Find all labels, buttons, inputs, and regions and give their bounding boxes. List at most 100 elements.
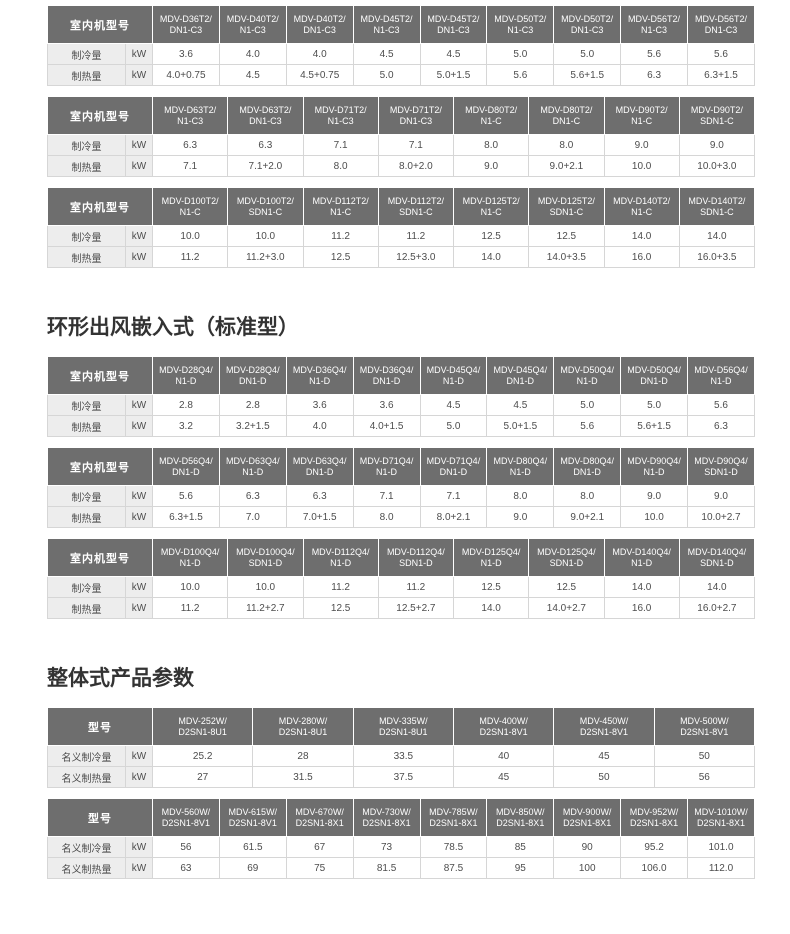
- model-name-line2: DN1-C3: [437, 24, 470, 35]
- model-name-line2: N1-D: [480, 557, 502, 568]
- row-label: 制热量: [47, 506, 126, 528]
- value-cell: 5.0: [553, 394, 622, 416]
- value-cell: 8.0: [486, 485, 555, 507]
- value-cell: 3.6: [152, 43, 220, 65]
- model-name-line1: MDV-900W/: [562, 806, 612, 817]
- value-cell: 9.0: [452, 155, 530, 177]
- value-cell: 87.5: [419, 857, 488, 879]
- value-cell: 9.0: [678, 134, 756, 156]
- model-name-line2: N1-D: [509, 466, 531, 477]
- table-row: 名义制冷量 kW 56 61.5 67 73 78.5 85 90 95.2 101.0: [47, 836, 755, 858]
- model-name-line2: SDN1-D: [248, 557, 283, 568]
- row-label: 制冷量: [47, 576, 126, 598]
- value-cell: 7.1: [151, 155, 229, 177]
- value-cell: 31.5: [252, 766, 354, 788]
- value-cell: 63: [152, 857, 220, 879]
- model-name-line1: MDV-D45Q4/: [493, 364, 548, 375]
- value-cell: 10.0: [227, 225, 304, 247]
- value-cell: 11.2: [377, 576, 455, 598]
- row-label: 制冷量: [47, 225, 126, 247]
- unit-cell: kW: [125, 857, 153, 879]
- unit-cell: kW: [125, 576, 153, 598]
- model-header: MDV-D80Q4/N1-D: [486, 447, 555, 486]
- model-header: MDV-D90T2/SDN1-C: [678, 96, 756, 135]
- value-cell: 5.0: [419, 415, 488, 437]
- unit-cell: kW: [125, 415, 153, 437]
- model-name-line1: MDV-D80Q4/: [493, 455, 548, 466]
- model-name-line2: DN1-C: [552, 115, 581, 126]
- model-name-line1: MDV-D36T2/: [159, 13, 212, 24]
- model-header: MDV-D71T2/DN1-C3: [377, 96, 455, 135]
- model-header: MDV-850W/D2SN1-8X1: [486, 798, 555, 837]
- model-name-line1: MDV-D40T2/: [293, 13, 346, 24]
- model-header: MDV-D112Q4/N1-D: [302, 538, 379, 577]
- unit-cell: kW: [125, 394, 153, 416]
- value-cell: 67: [285, 836, 354, 858]
- model-header: MDV-D28Q4/N1-D: [152, 356, 220, 395]
- table-row: 制热量 kW 7.1 7.1+2.0 8.0 8.0+2.0 9.0 9.0+2.1 10.0 1…: [47, 155, 756, 177]
- model-header: MDV-D56T2/DN1-C3: [687, 5, 755, 44]
- model-header: MDV-D125T2/N1-C: [452, 187, 530, 226]
- table-row: 制冷量 kW 5.6 6.3 6.3 7.1 7.1 8.0 8.0 9.0 9.0: [47, 485, 755, 507]
- model-name-line1: MDV-D71Q4/: [426, 455, 481, 466]
- value-cell: 16.0+3.5: [678, 246, 756, 268]
- value-cell: 37.5: [352, 766, 454, 788]
- table-header: 室内机型号 MDV-D36T2/DN1-C3 MDV-D40T2/N1-C3 MDV-…: [47, 5, 755, 44]
- model-header: MDV-670W/D2SN1-8X1: [285, 798, 354, 837]
- value-cell: 12.5: [528, 576, 605, 598]
- value-cell: 11.2+3.0: [227, 246, 304, 268]
- value-cell: 95.2: [620, 836, 688, 858]
- model-name-line1: MDV-952W/: [629, 806, 679, 817]
- value-cell: 14.0: [452, 597, 530, 619]
- table-row: 制冷量 kW 3.6 4.0 4.0 4.5 4.5 5.0 5.0 5.6 5.6: [47, 43, 755, 65]
- value-cell: 14.0: [452, 246, 530, 268]
- unit-cell: kW: [125, 506, 153, 528]
- value-cell: 11.2: [302, 225, 379, 247]
- model-name-line1: MDV-D45Q4/: [426, 364, 481, 375]
- value-cell: 12.5+3.0: [377, 246, 455, 268]
- model-header: MDV-D28Q4/DN1-D: [218, 356, 287, 395]
- value-cell: 8.0: [452, 134, 530, 156]
- model-name-line2: D2SN1-8X1: [496, 817, 545, 828]
- value-cell: 8.0+2.0: [377, 155, 455, 177]
- model-name-line1: MDV-500W/: [680, 715, 729, 726]
- value-cell: 11.2: [151, 597, 229, 619]
- model-name-line2: D2SN1-8V1: [161, 817, 210, 828]
- value-cell: 12.5: [302, 597, 379, 619]
- model-name-line1: MDV-560W/: [161, 806, 211, 817]
- value-cell: 10.0: [151, 576, 229, 598]
- value-cell: 85: [486, 836, 555, 858]
- model-name-line2: D2SN1-8X1: [362, 817, 411, 828]
- value-cell: 8.0: [302, 155, 379, 177]
- model-header: MDV-D71Q4/DN1-D: [419, 447, 488, 486]
- model-name-line2: DN1-D: [305, 466, 334, 477]
- model-header: MDV-D56T2/N1-C3: [620, 5, 688, 44]
- spec-table: 室内机型号 MDV-D36T2/DN1-C3 MDV-D40T2/N1-C3 MDV-…: [47, 5, 755, 86]
- model-column-title: 型号: [47, 707, 153, 746]
- model-header: MDV-D140T2/N1-C: [603, 187, 680, 226]
- header-row: 室内机型号 MDV-D28Q4/N1-D MDV-D28Q4/DN1-D MDV-D3…: [47, 356, 755, 395]
- model-header: MDV-D45T2/N1-C3: [352, 5, 421, 44]
- value-cell: 14.0+2.7: [528, 597, 605, 619]
- model-header: MDV-D63Q4/N1-D: [218, 447, 287, 486]
- model-name-line1: MDV-D125Q4/: [461, 546, 521, 557]
- model-name-line1: MDV-252W/: [178, 715, 227, 726]
- model-name-line1: MDV-D63Q4/: [292, 455, 347, 466]
- model-name-line1: MDV-1010W/: [694, 806, 748, 817]
- value-cell: 5.6: [620, 43, 688, 65]
- header-row: 型号 MDV-560W/D2SN1-8V1 MDV-615W/D2SN1-8V1 MD…: [47, 798, 755, 837]
- unit-cell: kW: [125, 64, 153, 86]
- value-cell: 50: [553, 766, 655, 788]
- model-name-line2: DN1-D: [439, 466, 468, 477]
- model-name-line1: MDV-D140Q4/: [612, 546, 671, 557]
- model-header: MDV-500W/D2SN1-8V1: [653, 707, 756, 746]
- model-name-line1: MDV-D63T2/: [164, 104, 217, 115]
- table-row: 制冷量 kW 10.0 10.0 11.2 11.2 12.5 12.5 14.0 14.0: [47, 576, 756, 598]
- table-row: 制热量 kW 6.3+1.5 7.0 7.0+1.5 8.0 8.0+2.1 9.0 9.0+2…: [47, 506, 755, 528]
- value-cell: 6.3: [227, 134, 304, 156]
- model-header: MDV-952W/D2SN1-8X1: [620, 798, 688, 837]
- header-row: 室内机型号 MDV-D100Q4/N1-D MDV-D100Q4/SDN1-D MDV…: [47, 538, 756, 577]
- model-name-line2: DN1-C3: [399, 115, 433, 126]
- value-cell: 12.5+2.7: [377, 597, 455, 619]
- model-header: MDV-D140Q4/N1-D: [603, 538, 680, 577]
